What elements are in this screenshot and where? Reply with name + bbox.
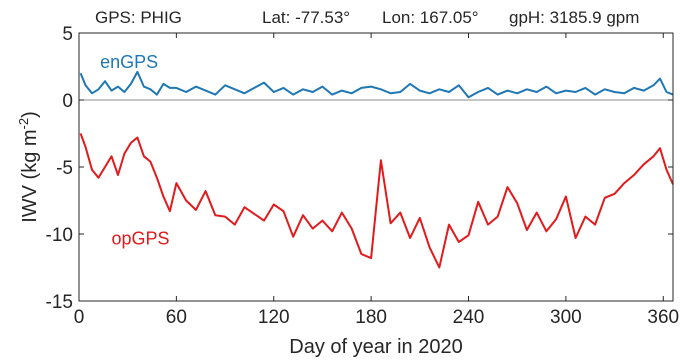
- title-lat: Lat: -77.53°: [262, 8, 350, 27]
- y-tick-label: 0: [62, 91, 73, 112]
- y-axis-label-close: ): [19, 111, 41, 118]
- y-tick-label: -10: [46, 225, 73, 246]
- x-tick-label: 300: [550, 307, 582, 328]
- series-line-opgps: [79, 133, 674, 269]
- chart-title: GPS: PHIG Lat: -77.53° Lon: 167.05° gpH:…: [95, 8, 639, 27]
- x-tick-label: 180: [355, 307, 387, 328]
- x-tick-label: 120: [258, 307, 290, 328]
- y-axis-label-exponent: -2: [16, 118, 31, 130]
- axes-frame: [78, 32, 674, 302]
- x-tick-label: 60: [166, 307, 187, 328]
- x-axis-label: Day of year in 2020: [289, 336, 462, 358]
- x-tick-label: 240: [453, 307, 485, 328]
- y-tick-label: 5: [62, 24, 73, 45]
- y-tick-label: -5: [56, 158, 73, 179]
- x-tick-label: 0: [74, 307, 85, 328]
- y-axis-label: IWV (kg m-2): [16, 111, 41, 223]
- series-label-opgps: opGPS: [111, 229, 169, 249]
- title-lon: Lon: 167.05°: [382, 8, 479, 27]
- plot-area: enGPS opGPS: [79, 52, 674, 269]
- y-axis: -15 -10 -5 0 5: [46, 24, 673, 313]
- y-tick-label: -15: [46, 292, 73, 313]
- x-axis: 0 60 120 180 240 300 360: [74, 33, 679, 328]
- x-tick-label: 360: [647, 307, 679, 328]
- title-gps: GPS: PHIG: [95, 8, 182, 27]
- series-label-engps: enGPS: [100, 52, 158, 72]
- title-gph: gpH: 3185.9 gpm: [509, 8, 639, 27]
- y-axis-label-main: IWV (kg m: [19, 129, 41, 222]
- series-line-engps: [79, 70, 674, 99]
